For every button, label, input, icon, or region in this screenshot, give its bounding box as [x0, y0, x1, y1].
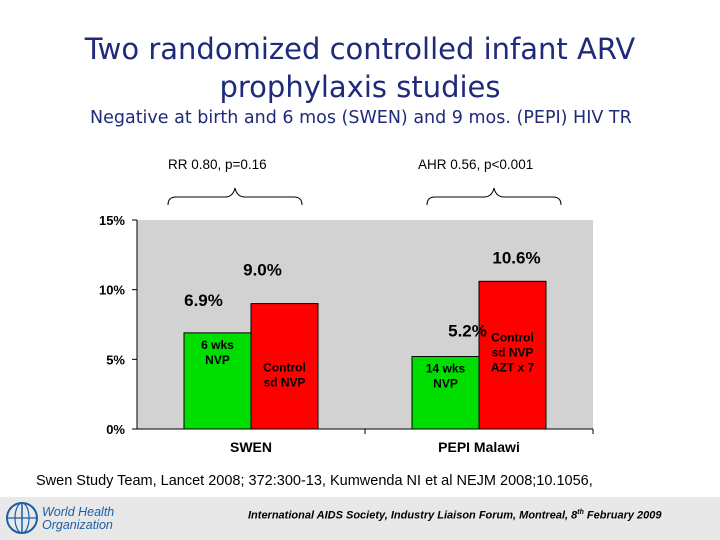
footer-sup: th — [577, 509, 584, 516]
category-label: SWEN — [230, 439, 272, 455]
footer-text: International AIDS Society, Industry Lia… — [248, 509, 662, 522]
logo-line-1: World Health — [42, 505, 115, 519]
bar-inner-label: 6 wks — [201, 338, 234, 352]
brace-pepi — [426, 187, 562, 206]
data-label: 5.2% — [448, 322, 487, 341]
category-label: PEPI Malawi — [438, 439, 520, 455]
bar — [183, 332, 252, 430]
footer-end: February 2009 — [583, 509, 662, 522]
bar-inner-label: NVP — [433, 377, 458, 391]
y-tick-label: 0% — [106, 422, 125, 437]
data-label: 10.6% — [492, 248, 540, 267]
globe-emblem-icon — [6, 502, 38, 534]
brace-swen — [167, 187, 303, 206]
pepi-statistic: AHR 0.56, p<0.001 — [418, 157, 534, 172]
page-title: Two randomized controlled infant ARV pro… — [40, 30, 680, 106]
comparison-braces — [167, 187, 562, 206]
bar-inner-label: Control — [491, 330, 534, 344]
footer-main: International AIDS Society, Industry Lia… — [248, 509, 578, 522]
bar-inner-label: NVP — [205, 353, 230, 367]
data-label: 9.0% — [243, 261, 282, 280]
bar-inner-label: sd NVP — [263, 376, 305, 390]
y-tick-label: 10% — [99, 283, 125, 298]
bar-inner-label: AZT x 7 — [491, 360, 535, 374]
data-label: 6.9% — [184, 291, 223, 310]
title-line-1: Two randomized controlled infant ARV — [84, 32, 636, 66]
bar — [411, 356, 480, 430]
y-tick-label: 5% — [106, 352, 125, 367]
bar-inner-label: Control — [263, 361, 306, 375]
bar — [478, 280, 547, 430]
title-line-2: prophylaxis studies — [219, 70, 501, 104]
bar-inner-label: 14 wks — [426, 362, 466, 376]
citation: Swen Study Team, Lancet 2008; 372:300-13… — [36, 473, 593, 489]
who-logo-text: World Health Organization — [42, 506, 114, 532]
footer-bar — [0, 497, 720, 540]
bar — [250, 303, 319, 430]
swen-statistic: RR 0.80, p=0.16 — [168, 157, 267, 172]
page-subtitle: Negative at birth and 6 mos (SWEN) and 9… — [90, 108, 632, 128]
logo-line-2: Organization — [42, 518, 113, 532]
bar-inner-label: sd NVP — [491, 345, 533, 359]
y-tick-label: 15% — [99, 213, 125, 228]
